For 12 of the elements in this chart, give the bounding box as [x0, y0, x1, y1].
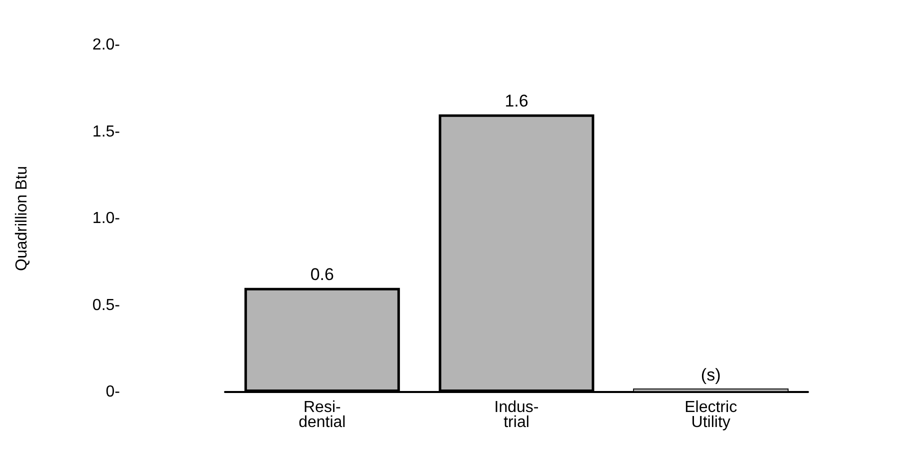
data-label: 1.6: [504, 91, 528, 110]
y-tick-label: 2.0-: [92, 36, 120, 54]
y-axis-title: Quadrillion Btu: [14, 166, 30, 271]
y-tick-label: 1.0-: [92, 210, 120, 227]
x-tick-label: Resi- dential: [298, 399, 346, 431]
y-tick-label: 1.5-: [92, 123, 120, 140]
x-tick-label: Electric Utility: [684, 399, 738, 431]
y-tick-label: 0-: [106, 384, 120, 400]
y-tick-label: 0.5-: [92, 296, 120, 314]
data-label: (s): [700, 366, 721, 385]
x-tick-label: Indus- trial: [494, 399, 539, 431]
data-label: 0.6: [310, 264, 334, 284]
